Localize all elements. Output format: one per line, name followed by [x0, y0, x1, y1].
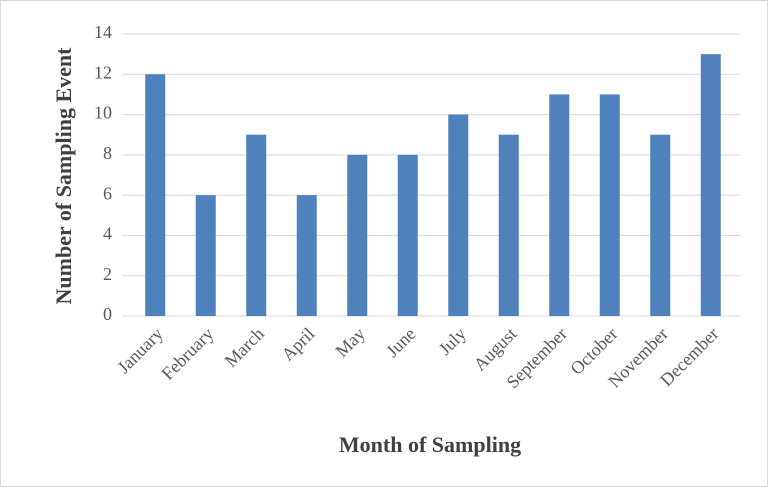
bar [195, 195, 216, 316]
bar [145, 74, 166, 317]
bar [700, 54, 721, 317]
bar [448, 114, 469, 316]
bar [296, 195, 317, 316]
bar [650, 134, 671, 316]
bar [549, 94, 570, 316]
x-axis-title: Month of Sampling [339, 432, 521, 457]
y-tick-label: 0 [103, 304, 112, 324]
y-tick-label: 10 [94, 103, 112, 123]
bar [397, 154, 418, 316]
y-tick-label: 4 [103, 224, 112, 244]
y-tick-label: 12 [94, 62, 112, 82]
y-tick-label: 2 [103, 264, 112, 284]
y-tick-label: 6 [103, 183, 112, 203]
bar [498, 134, 519, 316]
y-tick-label: 14 [94, 22, 112, 42]
bar [246, 134, 267, 316]
y-tick-label: 8 [103, 143, 112, 163]
y-axis-title: Number of Sampling Event [51, 47, 76, 305]
bar [599, 94, 620, 316]
bar [347, 154, 368, 316]
